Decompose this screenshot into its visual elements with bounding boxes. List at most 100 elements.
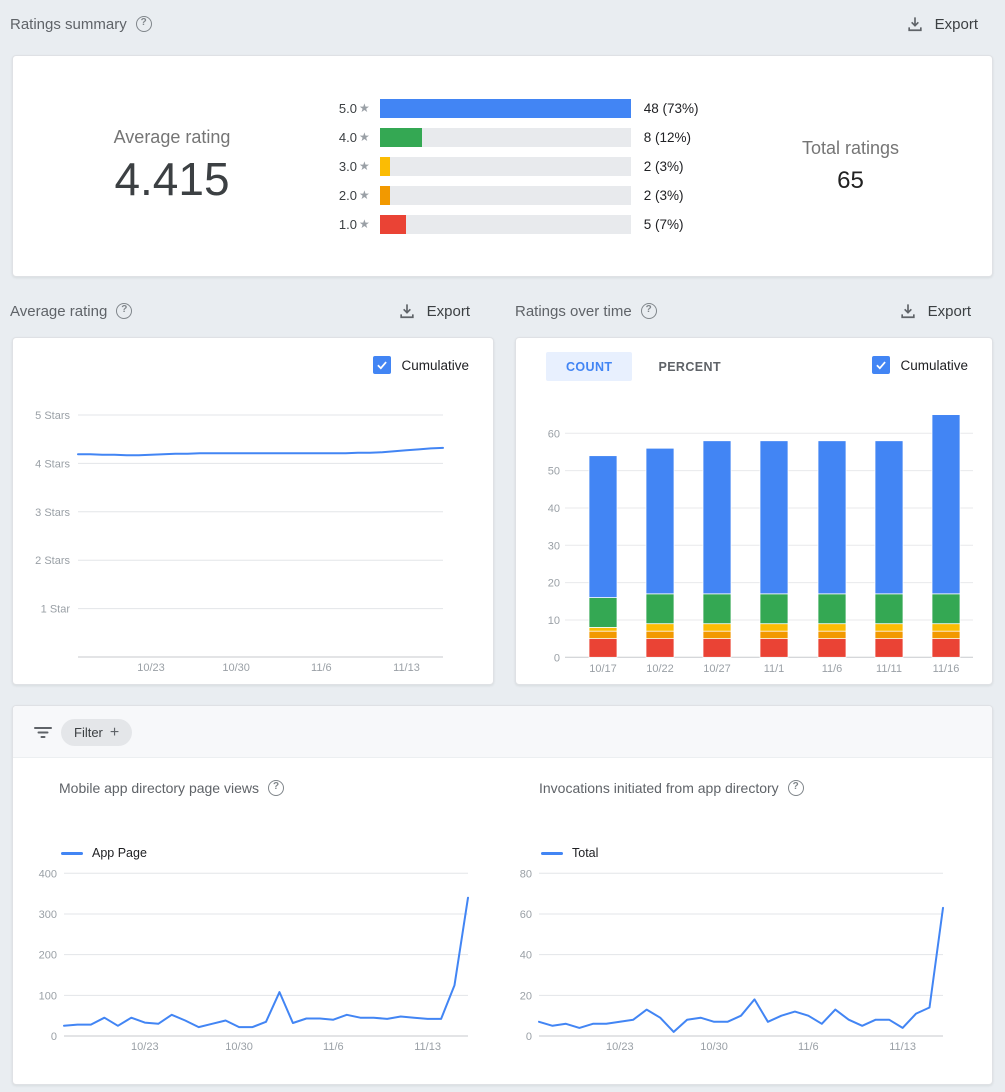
svg-text:20: 20 [548, 578, 560, 590]
export-label: Export [927, 302, 971, 320]
average-rating-title-row: Average rating ? [10, 302, 133, 320]
download-icon [399, 304, 414, 319]
rating-bar-row: 1.0 ★ 5 (7%) [331, 214, 709, 234]
page-views-title-row: Mobile app directory page views ? [59, 780, 284, 796]
svg-text:10/27: 10/27 [703, 663, 731, 675]
average-rating-header: Average rating ? Export [10, 296, 470, 326]
svg-text:5 Stars: 5 Stars [35, 410, 70, 422]
page-views-line-chart: 400 300 200 100 0 10/23 10/30 11/6 11/13 [39, 868, 469, 1053]
star-icon: ★ [359, 217, 370, 231]
svg-text:60: 60 [520, 909, 532, 921]
rating-bar-fill [379, 98, 631, 118]
tab-percent[interactable]: PERCENT [658, 359, 721, 374]
help-icon[interactable]: ? [268, 780, 284, 796]
svg-text:30: 30 [548, 540, 560, 552]
svg-text:11/11: 11/11 [876, 663, 902, 675]
svg-text:10/17: 10/17 [589, 663, 617, 675]
rating-bar-value: 48 (73%) [643, 100, 699, 116]
svg-text:80: 80 [520, 868, 532, 880]
svg-text:11/6: 11/6 [323, 1041, 344, 1053]
star-icon: ★ [359, 101, 370, 115]
cumulative-checkbox[interactable] [373, 356, 392, 374]
export-average-rating-button[interactable]: Export [397, 301, 470, 321]
rating-bar-track [379, 127, 631, 147]
svg-text:400: 400 [39, 868, 57, 880]
help-icon[interactable]: ? [135, 16, 152, 32]
page-views-title: Mobile app directory page views [59, 780, 259, 796]
rating-bar-row: 3.0 ★ 2 (3%) [331, 156, 709, 176]
cumulative-checkbox-row[interactable]: Cumulative [373, 356, 469, 374]
average-rating-chart-card: Cumulative 5 Stars 4 Stars 3 Stars 2 Stars 1… [12, 337, 494, 685]
rating-bar-row: 2.0 ★ 2 (3%) [331, 185, 709, 205]
svg-text:0: 0 [554, 652, 560, 664]
svg-text:10/23: 10/23 [131, 1041, 159, 1053]
add-filter-chip[interactable]: Filter + [61, 719, 133, 746]
rating-bar-fill [379, 156, 391, 176]
ratings-over-time-title-row: Ratings over time ? [515, 303, 657, 320]
star-icon: ★ [359, 188, 370, 202]
svg-text:11/16: 11/16 [933, 663, 960, 675]
cumulative-checkbox[interactable] [872, 356, 891, 374]
svg-text:11/1: 11/1 [764, 663, 785, 675]
svg-text:40: 40 [548, 503, 560, 515]
page-views-legend: App Page [61, 846, 147, 860]
invocations-title: Invocations initiated from app directory [539, 780, 779, 796]
check-icon [377, 361, 388, 370]
star-icon: ★ [359, 130, 370, 144]
help-icon[interactable]: ? [787, 780, 804, 796]
svg-text:0: 0 [526, 1031, 532, 1043]
rating-bar-fill [379, 127, 422, 147]
export-ratings-over-time-button[interactable]: Export [898, 301, 971, 321]
average-rating-line-chart: 5 Stars 4 Stars 3 Stars 2 Stars 1 Star 10/23 1… [35, 410, 444, 674]
svg-text:10: 10 [548, 615, 560, 627]
rating-bar-fill [379, 214, 406, 234]
rating-bar-value: 2 (3%) [643, 158, 684, 174]
rating-bar-track [379, 156, 631, 176]
cumulative-label: Cumulative [401, 357, 469, 373]
svg-text:10/23: 10/23 [606, 1041, 634, 1053]
tab-count[interactable]: COUNT [546, 352, 633, 381]
svg-text:50: 50 [548, 466, 560, 478]
rating-bar-value: 5 (7%) [643, 216, 684, 232]
svg-text:300: 300 [39, 909, 57, 921]
rating-bar-label: 3.0 [338, 158, 357, 174]
rating-bar-track [379, 185, 631, 205]
cumulative-checkbox-row[interactable]: Cumulative [872, 356, 968, 374]
plus-icon: + [109, 723, 120, 741]
invocations-title-row: Invocations initiated from app directory… [539, 780, 804, 796]
rating-bar-track [379, 98, 631, 118]
invocations-line-chart: 80 60 40 20 0 10/23 10/30 11/6 11/13 [520, 868, 944, 1053]
svg-text:10/30: 10/30 [225, 1041, 253, 1053]
ratings-over-time-bar-chart: 0 10 20 30 40 50 60 10/17 10/22 10/27 11/1 11/6 11/1… [548, 414, 973, 675]
total-ratings-block: Total ratings 65 [709, 138, 992, 195]
filter-list-icon[interactable] [31, 720, 55, 744]
app-directory-metrics-card: Filter + Mobile app directory page views… [12, 705, 993, 1085]
svg-text:20: 20 [520, 990, 532, 1002]
svg-text:2 Stars: 2 Stars [35, 555, 70, 567]
average-rating-panel-title: Average rating [10, 302, 108, 320]
page-title: Ratings summary [10, 15, 127, 33]
help-icon[interactable]: ? [116, 303, 133, 319]
rating-bar-label: 5.0 [338, 100, 357, 116]
svg-text:11/6: 11/6 [311, 662, 332, 674]
svg-text:11/13: 11/13 [414, 1041, 441, 1053]
svg-text:11/13: 11/13 [393, 662, 420, 674]
rating-bar-value: 2 (3%) [643, 187, 684, 203]
export-label: Export [426, 302, 470, 320]
svg-text:60: 60 [548, 428, 560, 440]
export-summary-button[interactable]: Export [905, 14, 978, 34]
total-ratings-value: 65 [837, 166, 864, 194]
total-ratings-label: Total ratings [801, 137, 900, 158]
help-icon[interactable]: ? [640, 303, 657, 319]
filter-chip-label: Filter [74, 725, 103, 740]
rating-bar-value: 8 (12%) [643, 129, 692, 145]
svg-text:3 Stars: 3 Stars [35, 507, 70, 519]
svg-text:200: 200 [39, 950, 57, 962]
rating-distribution: 5.0 ★ 48 (73%) 4.0 ★ 8 (12%) 3.0 ★ 2 (3%) 2.0 ★ 2 (… [331, 89, 709, 244]
cumulative-label: Cumulative [900, 357, 968, 373]
download-icon [907, 17, 922, 32]
svg-text:4 Stars: 4 Stars [35, 458, 70, 470]
svg-text:10/23: 10/23 [137, 662, 165, 674]
rating-bar-label: 2.0 [338, 187, 357, 203]
